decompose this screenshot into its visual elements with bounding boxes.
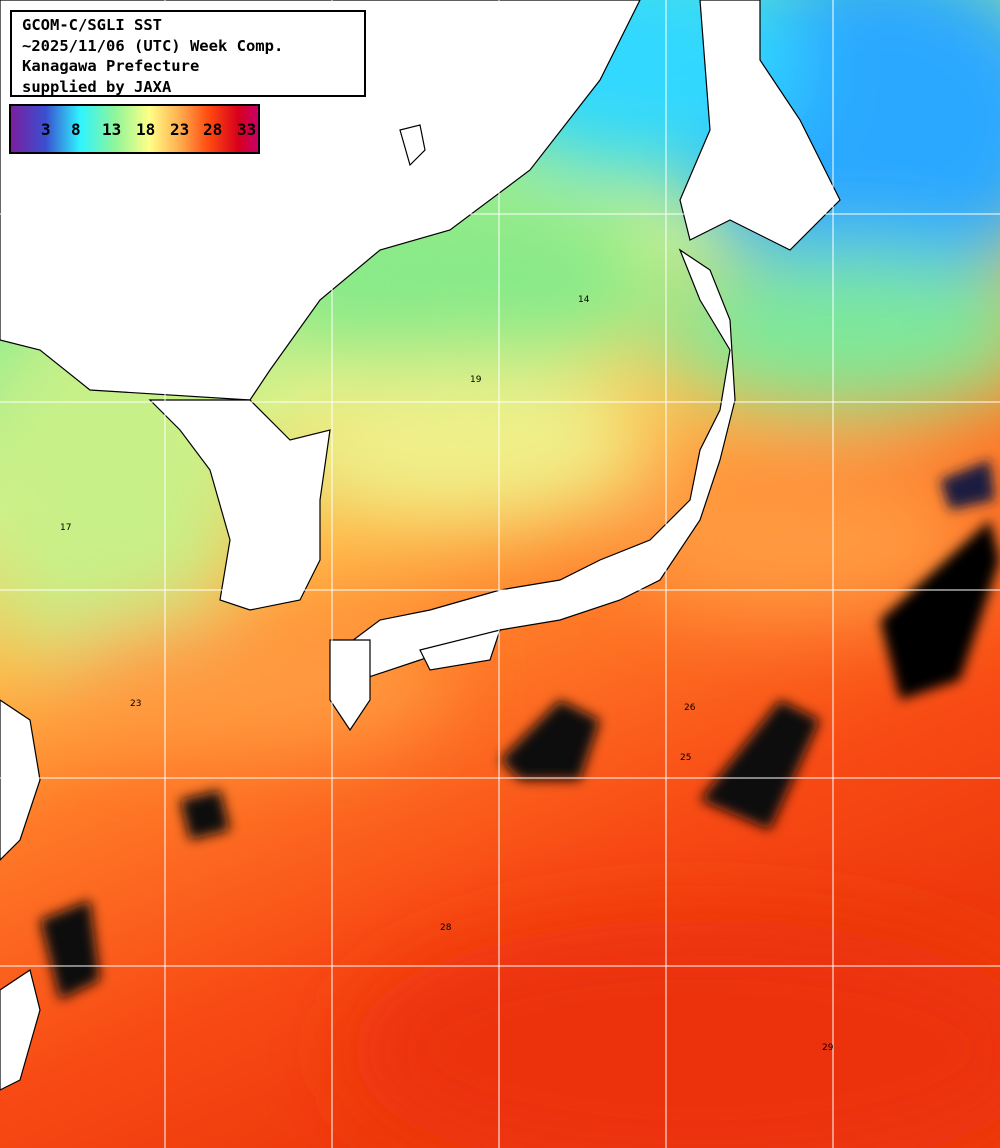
provider: Kanagawa Prefecture	[22, 57, 200, 75]
contour-label: 17	[60, 523, 71, 533]
contour-label: 26	[684, 703, 696, 713]
land-china-coast	[0, 699, 41, 861]
contour-label: 29	[822, 1043, 834, 1053]
colorbar-tick: 8	[71, 120, 81, 139]
land-korea	[148, 399, 331, 611]
contour-labels: 14 17 19 23 25 26 28 29	[60, 295, 834, 1053]
colorbar-tick: 13	[102, 120, 122, 139]
land-shikoku	[419, 629, 501, 671]
colorbar-tick: 3	[41, 120, 51, 139]
colorbar-tick: 33	[237, 120, 257, 139]
contour-label: 19	[470, 375, 482, 385]
product-info-box: GCOM-C/SGLI SST ~2025/11/06 (UTC) Week C…	[10, 10, 366, 97]
land-hokkaido	[679, 0, 841, 251]
contour-label: 28	[440, 923, 452, 933]
cloud-artifacts	[40, 460, 1000, 1000]
landmasses	[0, 0, 841, 1091]
colorbar-tick: 18	[136, 120, 156, 139]
land-kyushu	[329, 639, 371, 732]
contour-label: 23	[130, 699, 141, 709]
contour-label: 25	[680, 753, 691, 763]
data-source: supplied by JAXA	[22, 77, 172, 96]
colorbar-tick: 28	[203, 120, 223, 139]
land-asia-north	[0, 0, 641, 401]
composite-date: ~2025/11/06 (UTC) Week Comp.	[22, 36, 284, 55]
land-taiwan	[0, 969, 41, 1091]
contour-label: 14	[578, 295, 590, 305]
product-name: GCOM-C/SGLI SST	[22, 16, 162, 34]
colorbar-tick: 23	[170, 120, 190, 139]
temperature-colorbar: 3 8 13 18 23 28 33	[9, 104, 260, 154]
land-sakhalin-island	[399, 124, 426, 167]
